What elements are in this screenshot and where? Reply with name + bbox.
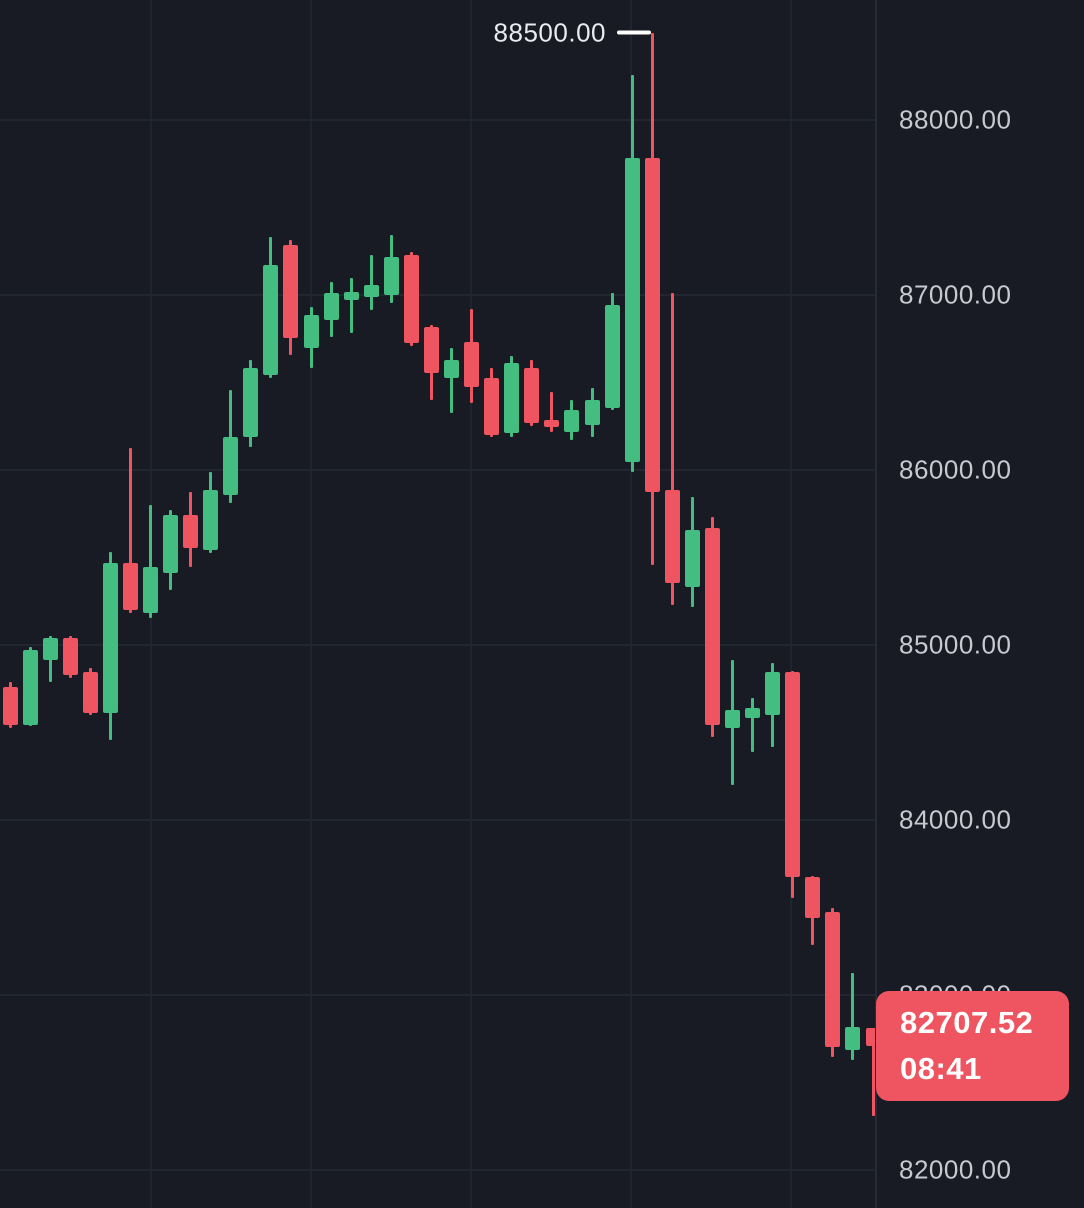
candle: [82, 671, 98, 714]
candle: [363, 285, 379, 297]
candle: [403, 254, 419, 344]
candle: [303, 314, 319, 349]
candle-wick: [550, 391, 554, 432]
candle-wick: [128, 448, 132, 613]
candle: [203, 489, 219, 550]
candle: [102, 563, 118, 714]
horizontal-gridline: [0, 644, 875, 647]
candle: [745, 708, 761, 719]
candle-wick: [349, 278, 353, 334]
high-price-marker-line: [617, 30, 651, 35]
horizontal-gridline: [0, 119, 875, 122]
candle: [684, 530, 700, 587]
candle: [423, 326, 439, 374]
candle: [243, 368, 259, 437]
candle: [283, 244, 299, 339]
candle: [343, 291, 359, 301]
candle-wick: [450, 348, 454, 413]
candle: [524, 368, 540, 424]
vertical-gridline: [310, 0, 312, 1208]
candle-wick: [148, 505, 152, 619]
vertical-gridline: [470, 0, 472, 1208]
candle: [725, 709, 741, 729]
current-price-value: 82707.52: [900, 1005, 1034, 1041]
horizontal-gridline: [0, 294, 875, 297]
candle-wick: [369, 254, 373, 311]
candle-wick: [670, 293, 674, 605]
candle-wick: [871, 1028, 875, 1116]
candle: [122, 563, 138, 611]
high-price-marker: 88500.00: [494, 17, 651, 48]
candle: [564, 410, 580, 432]
candle: [624, 158, 640, 462]
candle: [785, 671, 801, 877]
candle: [464, 342, 480, 387]
candle: [22, 650, 38, 725]
horizontal-gridline: [0, 819, 875, 822]
candle: [765, 671, 781, 716]
price-axis-label: 85000.00: [899, 629, 1012, 660]
candle: [845, 1027, 861, 1050]
candle: [444, 359, 460, 378]
candle: [62, 638, 78, 675]
candle: [825, 911, 841, 1047]
horizontal-gridline: [0, 994, 875, 997]
candle: [183, 515, 199, 549]
candle: [484, 378, 500, 436]
high-price-label: 88500.00: [493, 17, 606, 48]
candle-countdown-timer: 08:41: [900, 1051, 982, 1087]
candle: [805, 876, 821, 919]
candle: [2, 686, 18, 725]
candle: [644, 158, 660, 492]
candle: [223, 436, 239, 496]
candle: [263, 265, 279, 375]
price-axis-label: 87000.00: [899, 279, 1012, 310]
price-axis-label: 82000.00: [899, 1154, 1012, 1185]
price-axis-label: 86000.00: [899, 454, 1012, 485]
candle: [383, 256, 399, 296]
price-axis-label: 88000.00: [899, 104, 1012, 135]
candle: [142, 566, 158, 614]
horizontal-gridline: [0, 469, 875, 472]
horizontal-gridline: [0, 1169, 875, 1172]
candle: [584, 400, 600, 426]
candle: [323, 293, 339, 321]
candle-wick: [751, 698, 755, 752]
candle: [704, 528, 720, 725]
candle: [604, 305, 620, 409]
candle: [163, 515, 179, 574]
candle-wick: [851, 972, 855, 1060]
candle: [42, 638, 58, 661]
price-axis-label: 84000.00: [899, 804, 1012, 835]
candle: [664, 489, 680, 584]
vertical-gridline: [630, 0, 632, 1208]
candle: [504, 363, 520, 434]
current-price-badge: 82707.52 08:41: [876, 991, 1069, 1102]
candle: [544, 419, 560, 427]
vertical-gridline: [790, 0, 792, 1208]
